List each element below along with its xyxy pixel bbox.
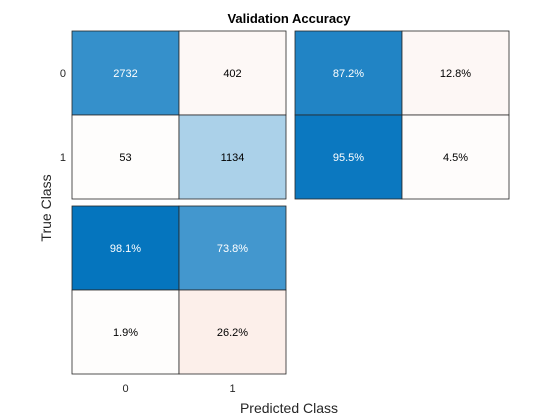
column-summary-cell-label-1-0: 1.9% (113, 327, 138, 339)
matrix-cell-1-0 (71, 114, 180, 200)
matrix-cell-label-0-0: 2732 (113, 68, 137, 80)
chart-title: Validation Accuracy (227, 11, 351, 26)
column-summary-cell-label-0-0: 98.1% (110, 243, 141, 255)
matrix-cell-label-0-1: 402 (223, 68, 241, 80)
x-tick-label-0: 0 (122, 383, 128, 395)
row-summary-cell-0-0 (294, 30, 403, 116)
row-summary-cell-label-0-0: 87.2% (333, 68, 364, 80)
matrix-cell-label-1-0: 53 (119, 152, 131, 164)
column-summary-matrix: 98.1% 73.8% 1.9% 26.2% (71, 205, 287, 375)
column-summary-cell-label-1-1: 26.2% (217, 327, 248, 339)
matrix-cell-0-1 (178, 30, 287, 116)
x-axis-label: Predicted Class (240, 400, 338, 416)
row-summary-cell-1-1 (401, 114, 510, 200)
matrix-cell-label-1-1: 1134 (221, 152, 245, 164)
column-summary-cell-label-0-1: 73.8% (217, 243, 248, 255)
row-summary-matrix: 87.2% 12.8% 95.5% 4.5% (294, 30, 510, 200)
row-summary-cell-0-1 (401, 30, 510, 116)
y-tick-label-1: 1 (60, 152, 66, 164)
confusion-matrix: 2732 402 53 1134 (71, 30, 287, 200)
row-summary-cell-1-0 (294, 114, 403, 200)
y-tick-label-0: 0 (60, 68, 66, 80)
tick-labels: 0 0 1 1 (60, 68, 236, 395)
x-tick-label-1: 1 (229, 383, 235, 395)
matrix-cell-1-1 (178, 114, 287, 200)
y-axis-label: True Class (38, 174, 54, 241)
row-summary-cell-label-1-0: 95.5% (333, 152, 364, 164)
column-summary-cell-0-1 (178, 205, 287, 291)
row-summary-cell-label-1-1: 4.5% (443, 152, 468, 164)
column-summary-cell-1-1 (178, 289, 287, 375)
row-summary-cell-label-0-1: 12.8% (440, 68, 471, 80)
matrix-cell-0-0 (71, 30, 180, 116)
